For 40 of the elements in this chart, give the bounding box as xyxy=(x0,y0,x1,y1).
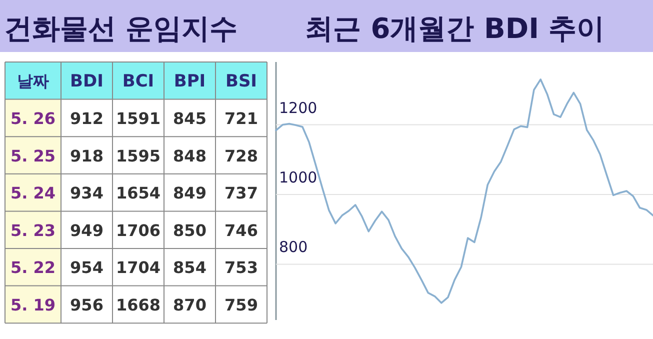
data-label: 845 xyxy=(173,108,206,128)
y-tick-label: 800 xyxy=(279,238,308,256)
y-tick-label: 1000 xyxy=(279,168,318,186)
y-tick-label: 1200 xyxy=(279,98,318,117)
data-label: 759 xyxy=(224,295,258,314)
text: BCI xyxy=(122,72,154,92)
category-label: 5. 22 xyxy=(10,258,56,278)
category-label: 5. 19 xyxy=(10,295,56,314)
data-label: 850 xyxy=(173,220,206,240)
data-label: 1591 xyxy=(116,108,161,128)
data-label: 1704 xyxy=(116,258,161,278)
data-label: 753 xyxy=(224,258,258,278)
data-label: 721 xyxy=(224,108,258,128)
data-label: 954 xyxy=(70,258,104,278)
data-label: 1668 xyxy=(116,295,161,314)
text: BSI xyxy=(225,72,258,92)
data-label: 870 xyxy=(173,295,206,314)
data-label: 1706 xyxy=(116,220,161,240)
data-label: 912 xyxy=(70,108,104,128)
data-label: 918 xyxy=(70,146,104,166)
category-label: 5. 24 xyxy=(10,184,56,203)
data-label: 746 xyxy=(224,220,258,240)
chart-title: 최근 6개월간 BDI 추이 xyxy=(305,12,605,45)
data-label: 849 xyxy=(173,184,206,203)
data-label: 854 xyxy=(173,258,206,278)
data-label: 1595 xyxy=(116,146,161,166)
data-label: 848 xyxy=(173,146,206,166)
data-label: 934 xyxy=(70,184,104,203)
data-label: 728 xyxy=(224,146,258,166)
text: 날짜 xyxy=(17,72,49,91)
text: 건화물선 운임지수 xyxy=(4,12,238,45)
data-label: 1654 xyxy=(116,184,161,203)
data-label: 956 xyxy=(70,295,104,314)
text: BPI xyxy=(174,72,206,92)
data-label: 737 xyxy=(224,184,258,203)
text: BDI xyxy=(70,72,104,92)
category-label: 5. 25 xyxy=(10,146,56,166)
category-label: 5. 23 xyxy=(10,220,56,240)
category-label: 5. 26 xyxy=(10,108,56,128)
data-label: 949 xyxy=(70,220,104,240)
